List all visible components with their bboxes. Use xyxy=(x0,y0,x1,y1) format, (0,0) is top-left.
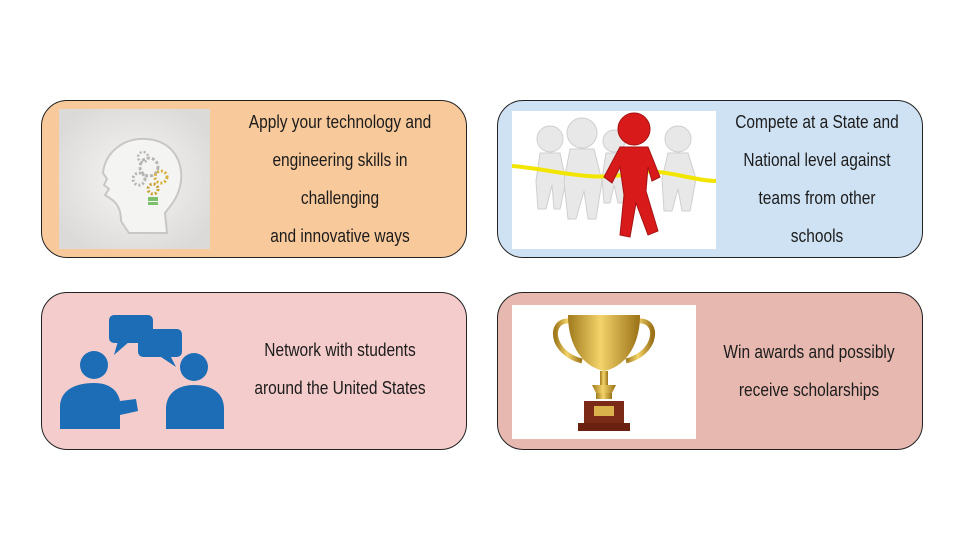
card-compete: Compete at a State and National level ag… xyxy=(497,100,923,258)
text-line: Win awards and possibly xyxy=(723,342,895,362)
text-line: Compete at a State and xyxy=(735,112,899,132)
head-gears-icon xyxy=(59,109,210,249)
text-line: receive scholarships xyxy=(738,380,880,400)
card-network: Network with students around the United … xyxy=(41,292,467,450)
trophy-icon xyxy=(512,305,696,439)
text-line: teams from other schools xyxy=(758,188,876,246)
card-apply-skills: Apply your technology and engineering sk… xyxy=(41,100,467,258)
card-compete-text: Compete at a State and National level ag… xyxy=(734,112,901,246)
text-line: National level against xyxy=(743,150,891,170)
card-network-text: Network with students around the United … xyxy=(247,321,433,417)
card-awards: Win awards and possibly receive scholars… xyxy=(497,292,923,450)
text-line: and innovative ways xyxy=(270,226,410,246)
text-line: engineering skills in challenging xyxy=(272,150,408,208)
text-line: Apply your technology and xyxy=(248,112,432,132)
card-awards-text: Win awards and possibly receive scholars… xyxy=(719,321,900,421)
people-chat-icon xyxy=(54,311,234,433)
text-line: Network with students xyxy=(264,340,416,360)
card-apply-skills-text: Apply your technology and engineering sk… xyxy=(239,112,442,246)
race-finish-icon xyxy=(511,111,717,249)
text-line: around the United States xyxy=(254,378,426,398)
